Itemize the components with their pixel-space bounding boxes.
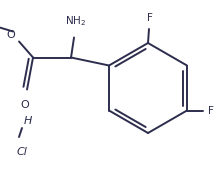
Text: O: O [6,30,15,41]
Text: Cl: Cl [17,147,28,157]
Text: H: H [24,116,32,126]
Text: F: F [208,105,214,116]
Text: O: O [21,99,29,110]
Text: NH$_2$: NH$_2$ [65,15,87,28]
Text: F: F [147,13,153,23]
